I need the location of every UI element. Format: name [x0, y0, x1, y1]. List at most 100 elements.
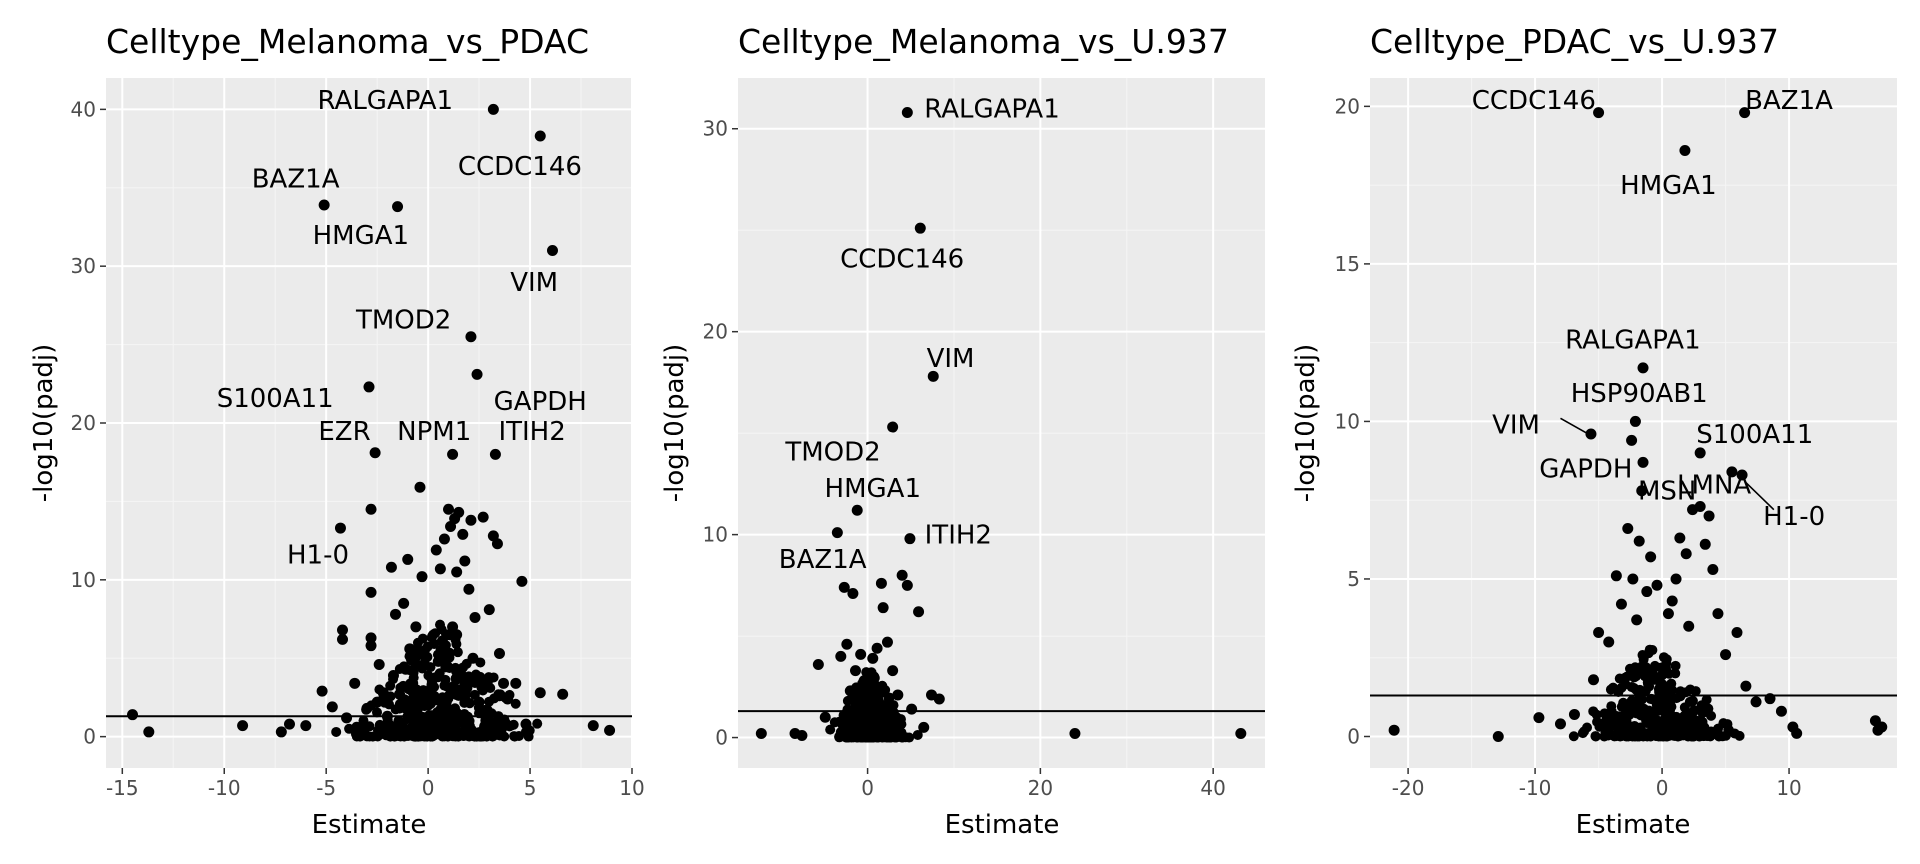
gene-label: HMGA1 — [313, 221, 409, 251]
data-point — [1644, 681, 1655, 692]
data-point — [393, 724, 404, 735]
data-point — [351, 721, 363, 733]
data-point — [1654, 698, 1665, 709]
data-point — [455, 668, 467, 680]
data-point — [457, 528, 469, 540]
data-point — [384, 699, 395, 710]
data-point — [841, 638, 853, 650]
data-point — [143, 726, 155, 738]
data-point — [1594, 718, 1605, 729]
data-point — [856, 695, 867, 706]
data-point — [1683, 731, 1694, 742]
data-point — [372, 707, 383, 718]
data-point — [510, 698, 521, 709]
gene-label: VIM — [510, 268, 558, 298]
data-point — [1645, 551, 1657, 563]
data-point — [1687, 715, 1698, 726]
data-point — [887, 421, 899, 433]
data-point — [1637, 362, 1649, 374]
y-tick-label: 0 — [715, 726, 728, 750]
data-point — [901, 107, 913, 118]
data-point — [854, 720, 865, 731]
data-point — [1613, 686, 1624, 697]
data-point — [1600, 727, 1611, 738]
data-point — [1629, 415, 1641, 427]
data-point — [1590, 731, 1601, 742]
data-point — [1624, 723, 1635, 734]
data-point — [415, 646, 426, 657]
data-point — [438, 533, 450, 545]
data-point — [412, 701, 424, 713]
data-point — [432, 655, 444, 667]
data-point — [520, 718, 532, 730]
data-point — [1637, 456, 1649, 468]
data-point — [1661, 712, 1672, 723]
data-point — [283, 718, 295, 730]
axes: -20 -10 0 10 0 5 10 15 20 — [1335, 94, 1802, 800]
data-point — [871, 642, 883, 654]
data-point — [1720, 730, 1731, 741]
gene-label: HMGA1 — [1620, 171, 1716, 201]
data-point — [865, 695, 876, 706]
data-point — [1734, 730, 1745, 741]
data-point — [436, 635, 448, 647]
data-point — [1699, 538, 1711, 550]
data-point — [349, 677, 361, 689]
data-point — [461, 682, 473, 694]
y-tick-label: 20 — [703, 320, 728, 344]
data-point — [451, 566, 463, 578]
data-point — [904, 533, 916, 545]
data-point — [1680, 548, 1692, 560]
data-point — [454, 689, 465, 700]
gene-label: MSN — [1638, 477, 1696, 507]
data-point — [1666, 595, 1678, 607]
data-point — [851, 504, 863, 516]
data-point — [469, 611, 481, 623]
data-point — [1697, 716, 1708, 727]
gene-label: CCDC146 — [458, 152, 582, 182]
data-point — [404, 643, 416, 655]
data-point — [438, 730, 449, 741]
data-point — [440, 646, 452, 658]
point-labels: CCDC146 BAZ1A HMGA1 RALGAPA1 HSP90AB1 S100A11… — [1472, 86, 1833, 532]
data-point — [838, 581, 850, 593]
data-point — [1694, 447, 1706, 459]
data-point — [1667, 693, 1678, 704]
panel-pdac-vs-u937: Celltype_PDAC_vs_U.937 Estimate -log10(p… — [1291, 22, 1897, 840]
data-point — [858, 675, 870, 687]
x-tick-label: 20 — [1028, 776, 1053, 800]
x-tick-label: 10 — [1776, 776, 1801, 800]
data-point — [878, 722, 889, 733]
data-point — [430, 544, 442, 556]
data-point — [873, 695, 884, 706]
data-point — [1533, 712, 1545, 724]
data-point — [473, 696, 485, 708]
data-point — [1660, 663, 1671, 674]
data-point — [410, 621, 422, 633]
data-point — [443, 503, 455, 515]
panel-melanoma-vs-pdac: Celltype_Melanoma_vs_PDAC Estimate -log1… — [29, 22, 645, 840]
label-leader-line — [1744, 480, 1775, 511]
data-point — [467, 652, 479, 664]
data-point — [1568, 708, 1580, 720]
data-point — [1706, 710, 1717, 721]
y-tick-label: 30 — [703, 117, 728, 141]
data-point — [485, 717, 497, 729]
data-point — [1619, 710, 1630, 721]
data-point — [835, 650, 847, 662]
data-point — [1736, 469, 1748, 481]
data-point — [365, 632, 377, 644]
data-point — [881, 636, 893, 648]
data-point — [887, 730, 898, 741]
data-point — [587, 720, 599, 732]
data-point — [1685, 723, 1696, 734]
data-point — [453, 506, 465, 518]
data-point — [1610, 730, 1621, 741]
data-point — [1626, 434, 1638, 446]
gene-label: BAZ1A — [252, 164, 340, 194]
data-point — [318, 199, 330, 211]
data-point — [479, 709, 491, 721]
data-point — [398, 597, 410, 609]
data-point — [326, 701, 338, 713]
data-point — [377, 687, 389, 699]
